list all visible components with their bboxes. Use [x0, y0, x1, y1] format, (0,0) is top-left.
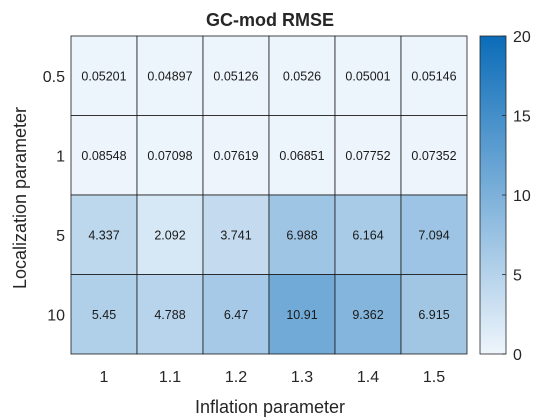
x-tick-label: 1.5 — [423, 369, 445, 386]
cell-value-label: 7.094 — [418, 228, 449, 242]
cell-value-label: 0.07752 — [345, 149, 390, 163]
y-tick-label: 1 — [56, 148, 65, 165]
cell-value-label: 0.07098 — [147, 149, 192, 163]
cell-value-label: 0.05146 — [411, 69, 456, 83]
heatmap-cell — [400, 35, 468, 116]
cell-value-label: 4.337 — [88, 228, 119, 242]
heatmap-cell — [136, 194, 204, 275]
x-axis-label: Inflation parameter — [195, 397, 345, 417]
x-tick-label: 1.3 — [291, 369, 313, 386]
y-tick-label: 0.5 — [43, 69, 65, 86]
heatmap-cell — [268, 194, 336, 275]
cell-value-label: 9.362 — [352, 308, 383, 322]
cell-value-label: 4.788 — [154, 308, 185, 322]
colorbar-tick-label: 20 — [513, 29, 531, 46]
cell-value-label: 0.04897 — [147, 69, 192, 83]
y-tick-label: 5 — [56, 228, 65, 245]
colorbar-gradient — [479, 35, 507, 355]
heatmap-cell — [70, 274, 138, 355]
heatmap-cell — [202, 274, 270, 355]
heatmap-cell — [334, 194, 402, 275]
cell-value-label: 0.07352 — [411, 149, 456, 163]
colorbar-tick-label: 5 — [513, 268, 522, 285]
heatmap-cell — [202, 35, 270, 116]
colorbar-tick-label: 0 — [513, 347, 522, 364]
heatmap-cell — [136, 274, 204, 355]
heatmap-cell — [268, 35, 336, 116]
heatmap-cell — [136, 35, 204, 116]
colorbar: 0 5 10 15 20 — [479, 29, 531, 364]
x-tick-label: 1.2 — [225, 369, 247, 386]
heatmap-cell — [202, 194, 270, 275]
chart-title: GC-mod RMSE — [206, 10, 334, 30]
cell-value-label: 5.45 — [92, 308, 116, 322]
cell-value-label: 3.741 — [220, 228, 251, 242]
heatmap-cell — [400, 194, 468, 275]
cell-value-label: 2.092 — [154, 228, 185, 242]
cell-value-label: 0.07619 — [213, 149, 258, 163]
heatmap-cell — [400, 274, 468, 355]
cell-value-label: 0.05126 — [213, 69, 258, 83]
y-tick-label: 10 — [47, 307, 65, 324]
colorbar-tick-label: 15 — [513, 109, 531, 126]
x-tick-label: 1.1 — [159, 369, 181, 386]
cell-value-label: 0.05201 — [81, 69, 126, 83]
cell-value-label: 0.0526 — [283, 69, 321, 83]
cell-value-label: 6.47 — [224, 308, 248, 322]
heatmap-cells — [70, 35, 468, 355]
heatmap-cell — [400, 115, 468, 196]
heatmap-cell — [70, 35, 138, 116]
x-tick-label: 1 — [100, 369, 109, 386]
cell-value-label: 0.05001 — [345, 69, 390, 83]
x-tick-label: 1.4 — [357, 369, 379, 386]
cell-value-label: 6.915 — [418, 308, 449, 322]
cell-value-label: 6.164 — [352, 228, 383, 242]
cell-value-label: 0.06851 — [279, 149, 324, 163]
x-axis-ticks: 1 1.1 1.2 1.3 1.4 1.5 — [100, 369, 446, 386]
cell-value-label: 6.988 — [286, 228, 317, 242]
heatmap-cell — [334, 35, 402, 116]
y-axis-label: Localization parameter — [10, 107, 30, 289]
heatmap-cell — [70, 194, 138, 275]
cell-value-label: 0.08548 — [81, 149, 126, 163]
heatmap-cell — [268, 274, 336, 355]
cell-value-label: 10.91 — [286, 308, 317, 322]
colorbar-tick-label: 10 — [513, 188, 531, 205]
colorbar-ticks: 0 5 10 15 20 — [502, 29, 531, 364]
heatmap-cell — [268, 115, 336, 196]
heatmap-cell-labels: 0.05201 0.04897 0.05126 0.0526 0.05001 0.0514… — [81, 69, 456, 322]
heatmap-cell — [136, 115, 204, 196]
y-axis-ticks: 0.5 1 5 10 — [43, 69, 65, 325]
heatmap-cell — [334, 274, 402, 355]
